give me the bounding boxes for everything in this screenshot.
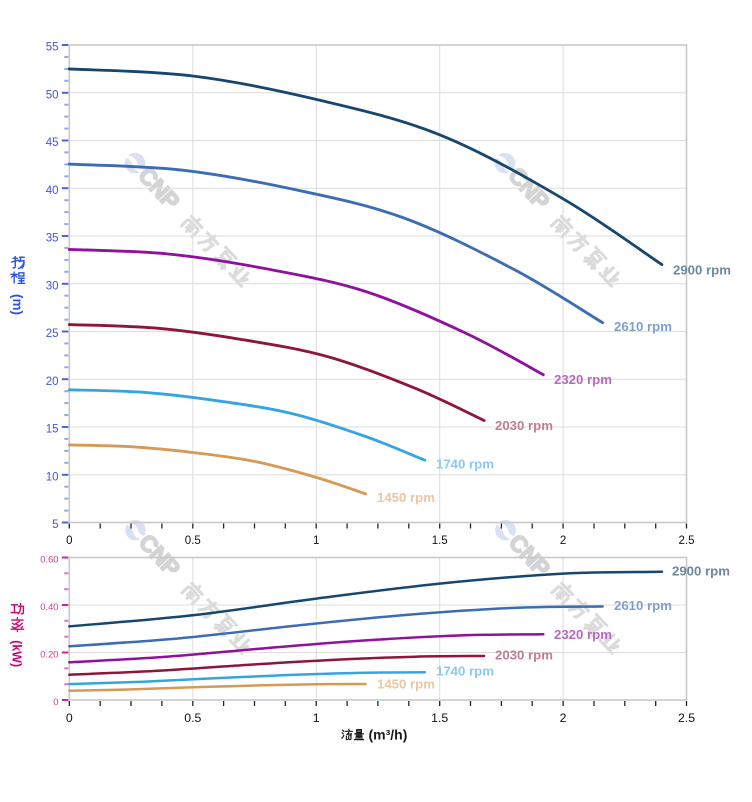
svg-text:45: 45 [46,137,59,149]
svg-text:2.5: 2.5 [679,535,695,547]
svg-text:35: 35 [46,233,59,245]
svg-text:0.20: 0.20 [40,649,58,660]
svg-text:1740 rpm: 1740 rpm [436,457,494,472]
svg-text:2900 rpm: 2900 rpm [672,564,730,579]
svg-text:1: 1 [313,711,320,725]
svg-text:1: 1 [313,535,319,547]
svg-text:1.5: 1.5 [431,711,448,725]
svg-text:0.40: 0.40 [40,601,58,612]
svg-text:2610 rpm: 2610 rpm [614,319,672,334]
svg-text:0.5: 0.5 [185,535,201,547]
svg-text:2030 rpm: 2030 rpm [495,418,553,433]
svg-text:0: 0 [66,535,72,547]
svg-text:0.60: 0.60 [40,554,58,565]
svg-text:0: 0 [53,696,58,707]
svg-text:2: 2 [560,711,567,725]
svg-text:2320 rpm: 2320 rpm [554,627,612,642]
svg-text:1450 rpm: 1450 rpm [377,677,435,692]
svg-text:2.5: 2.5 [678,711,695,725]
svg-text:1450 rpm: 1450 rpm [377,490,435,505]
svg-text:0: 0 [66,711,73,725]
svg-text:20: 20 [46,376,59,388]
svg-text:25: 25 [46,328,59,340]
svg-text:1.5: 1.5 [432,535,448,547]
svg-text:50: 50 [46,89,59,101]
svg-text:2900 rpm: 2900 rpm [673,263,731,278]
svg-text:(m³/h): (m³/h) [369,727,408,743]
svg-text:5: 5 [52,519,58,531]
svg-text:(m): (m) [10,294,25,315]
svg-text:(kW): (kW) [10,640,24,667]
svg-text:30: 30 [46,280,59,292]
svg-text:40: 40 [46,185,59,197]
svg-text:55: 55 [46,42,59,54]
svg-text:0.5: 0.5 [184,711,201,725]
svg-text:2: 2 [560,535,566,547]
svg-text:1740 rpm: 1740 rpm [436,664,494,679]
svg-text:2030 rpm: 2030 rpm [495,648,553,663]
svg-text:2320 rpm: 2320 rpm [554,372,612,387]
svg-text:2610 rpm: 2610 rpm [614,598,672,613]
svg-text:10: 10 [46,471,59,483]
svg-text:15: 15 [46,424,59,436]
